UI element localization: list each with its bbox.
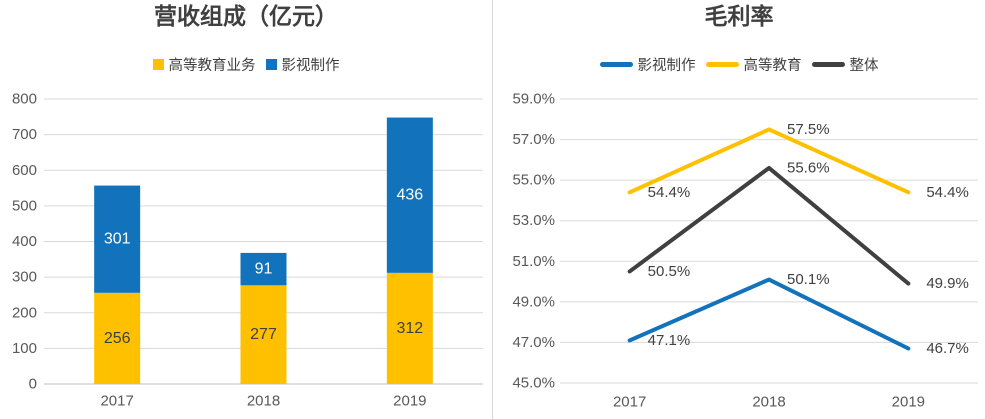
- legend-item: 高等教育业务: [152, 54, 256, 75]
- legend-item: 高等教育: [705, 54, 802, 75]
- y-tick-label: 500: [12, 197, 37, 214]
- bar-value-label: 301: [104, 231, 131, 248]
- point-label: 46.7%: [926, 340, 969, 357]
- bar-value-label: 277: [250, 326, 277, 343]
- legend-marker-icon: [265, 59, 277, 70]
- bar-value-label: 436: [396, 187, 423, 204]
- x-category-label: 2018: [247, 393, 280, 410]
- bar-segment: [386, 117, 433, 273]
- legend-marker-icon: [705, 62, 739, 67]
- legend-marker-icon: [811, 62, 845, 67]
- bar-segment: [240, 285, 287, 384]
- legend-item: 影视制作: [599, 54, 696, 75]
- x-category-label: 2017: [100, 393, 133, 410]
- revenue-chart-legend: 高等教育业务 影视制作: [0, 54, 492, 75]
- gross-margin-chart-title: 毛利率: [704, 3, 774, 29]
- y-tick-label: 45.0%: [512, 375, 555, 392]
- y-tick-label: 300: [12, 269, 37, 286]
- bar-value-label: 256: [104, 330, 131, 347]
- bar-value-label: 312: [396, 320, 423, 337]
- point-label: 57.5%: [787, 121, 830, 138]
- point-label: 54.4%: [648, 184, 691, 201]
- y-tick-label: 49.0%: [512, 293, 555, 310]
- legend-label: 影视制作: [637, 58, 696, 74]
- gross-margin-chart: 毛利率 影视制作 高等教育 整体 45.0% 47.0% 49.0% 51.0% 53.0%…: [493, 0, 985, 419]
- x-category-label: 2018: [752, 394, 785, 411]
- line-series: [627, 277, 911, 351]
- bar-segment: [240, 252, 287, 286]
- y-tick-label: 57.0%: [512, 131, 555, 148]
- y-tick-label: 600: [12, 162, 37, 179]
- y-tick-label: 700: [12, 126, 37, 143]
- bar-segment: [94, 185, 141, 293]
- legend-label: 高等教育: [743, 58, 802, 74]
- y-tick-label: 0: [29, 376, 37, 393]
- revenue-composition-chart: 营收组成（亿元） 高等教育业务 影视制作 0 100 200 300 400 500 600 7…: [0, 0, 492, 419]
- point-label: 49.9%: [926, 275, 969, 292]
- point-label: 47.1%: [648, 332, 691, 349]
- gross-margin-line-plot: 45.0% 47.0% 49.0% 51.0% 53.0% 55.0% 57.0% 59.0%…: [512, 91, 978, 411]
- bar-segment: [94, 292, 141, 384]
- legend-label: 整体: [849, 58, 879, 74]
- legend-marker-icon: [152, 59, 164, 70]
- y-tick-label: 400: [12, 233, 37, 250]
- point-label: 54.4%: [926, 184, 969, 201]
- legend-marker-icon: [599, 62, 633, 67]
- y-tick-label: 100: [12, 340, 37, 357]
- y-tick-label: 53.0%: [512, 212, 555, 229]
- x-category-label: 2019: [892, 394, 925, 411]
- legend-label: 高等教育业务: [168, 58, 256, 74]
- y-tick-label: 51.0%: [512, 253, 555, 270]
- line-series: [627, 127, 911, 195]
- bar-segment: [386, 272, 433, 384]
- y-tick-label: 59.0%: [512, 91, 555, 108]
- legend-label: 影视制作: [281, 58, 340, 74]
- y-tick-label: 47.0%: [512, 334, 555, 351]
- panel-divider: [492, 0, 493, 419]
- point-label: 50.1%: [787, 271, 830, 288]
- y-tick-label: 55.0%: [512, 172, 555, 189]
- y-tick-label: 800: [12, 91, 37, 108]
- gross-margin-chart-legend: 影视制作 高等教育 整体: [493, 54, 985, 75]
- revenue-chart-title: 营收组成（亿元）: [154, 3, 338, 29]
- y-tick-label: 200: [12, 304, 37, 321]
- x-category-label: 2019: [393, 393, 426, 410]
- legend-item: 整体: [811, 54, 879, 75]
- x-category-label: 2017: [613, 394, 646, 411]
- point-label: 55.6%: [787, 159, 830, 176]
- legend-item: 影视制作: [265, 54, 340, 75]
- bar-value-label: 91: [255, 261, 273, 278]
- revenue-stacked-bar-plot: 0 100 200 300 400 500 600 700 800 2017 2018 2019 256…: [12, 91, 483, 410]
- line-series: [627, 165, 911, 286]
- point-label: 50.5%: [648, 263, 691, 280]
